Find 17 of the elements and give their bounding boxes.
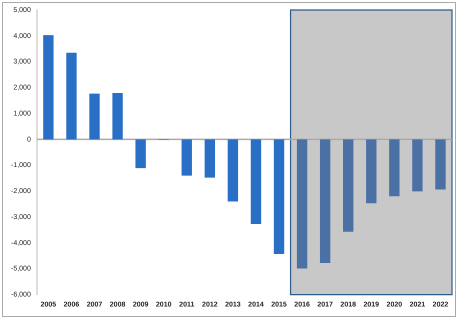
bar	[389, 139, 400, 196]
bar	[250, 139, 262, 224]
bar	[135, 139, 146, 168]
bar	[204, 139, 216, 178]
bar	[112, 93, 123, 140]
bar	[66, 52, 77, 140]
bar	[182, 139, 192, 176]
bar	[343, 139, 354, 232]
bar	[412, 139, 423, 192]
bar	[320, 139, 330, 264]
bar	[296, 139, 308, 268]
bar	[366, 139, 376, 204]
bar	[89, 94, 100, 140]
bar	[435, 139, 446, 190]
bar	[274, 139, 284, 254]
bar	[228, 139, 238, 202]
bar	[43, 35, 54, 140]
